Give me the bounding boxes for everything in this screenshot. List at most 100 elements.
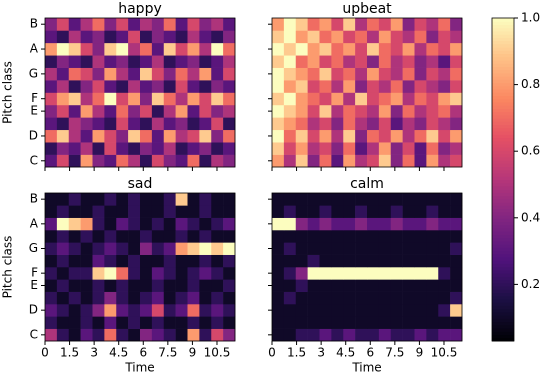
cell [283,316,297,329]
cell [223,279,236,292]
x-tick-label: 9 [416,346,424,360]
y-axis-label: Pitch class [1,236,15,299]
cell [199,242,212,255]
cell [80,193,93,206]
cell [128,316,141,329]
cell [187,30,200,44]
cell [80,205,93,218]
cell [223,104,236,118]
cell [80,217,93,231]
cell [355,316,368,329]
cell [390,104,403,118]
cell [175,205,188,218]
cell [68,80,81,93]
colorbar-band [492,92,514,97]
cell [283,80,297,93]
cell [343,104,356,118]
y-tick-label: A [30,216,39,230]
cell [199,67,212,81]
cell [331,129,344,143]
cell [45,205,58,218]
cell [367,55,380,68]
cell [295,55,308,68]
cell [45,242,58,255]
cell [104,193,117,206]
cell [343,279,356,292]
cell [45,154,58,168]
cell [211,230,224,243]
cell [211,304,224,317]
cell [56,291,70,305]
cell [343,67,356,81]
cell [80,18,93,31]
cell [378,304,392,317]
cell [223,67,236,81]
cell [307,42,320,56]
colorbar-band [492,150,514,155]
cell [223,267,236,280]
cell [414,18,427,31]
cell [307,67,320,81]
cell [272,30,285,44]
cell [331,67,344,81]
x-tick-label: 10.5 [204,346,231,360]
cell [163,42,176,56]
colorbar-band [492,24,514,29]
cell [45,304,58,317]
cell [116,328,129,342]
cell [187,328,200,342]
cell [307,142,320,155]
cell [307,328,320,342]
colorbar-band [492,295,514,300]
cell [283,42,297,56]
cell [378,230,392,243]
cell [355,254,368,268]
cell [68,42,81,56]
cell [367,42,380,56]
cell [319,205,332,218]
cell [104,55,117,68]
cell [343,316,356,329]
colorbar-band [492,179,514,184]
cell [163,117,176,131]
cell [438,117,451,131]
cell [402,242,415,255]
cell [402,80,415,93]
cell [319,104,332,118]
cell [151,254,165,268]
cell [128,254,141,268]
cell [80,254,93,268]
colorbar-band [492,221,514,226]
cell [187,291,200,305]
cell [390,117,403,131]
cell [295,291,308,305]
colorbar-band [492,227,514,232]
cell [140,242,153,255]
cell [414,142,427,155]
cell [163,242,176,255]
cell [199,129,212,143]
cell [56,304,70,317]
cell [223,316,236,329]
cell [331,154,344,168]
heatmap [45,18,236,168]
cell [331,217,344,231]
cell [92,67,105,81]
cell [319,129,332,143]
cell [343,117,356,131]
cell [272,267,285,280]
cell [331,328,344,342]
cell [295,154,308,168]
colorbar-band [492,169,514,174]
cell [319,142,332,155]
cell [283,92,297,106]
cell [151,142,165,155]
cell [272,129,285,143]
cell [211,205,224,218]
cell [128,104,141,118]
cell [331,193,344,206]
cell [283,154,297,168]
cell [211,193,224,206]
cell [45,55,58,68]
colorbar-band [492,34,514,38]
